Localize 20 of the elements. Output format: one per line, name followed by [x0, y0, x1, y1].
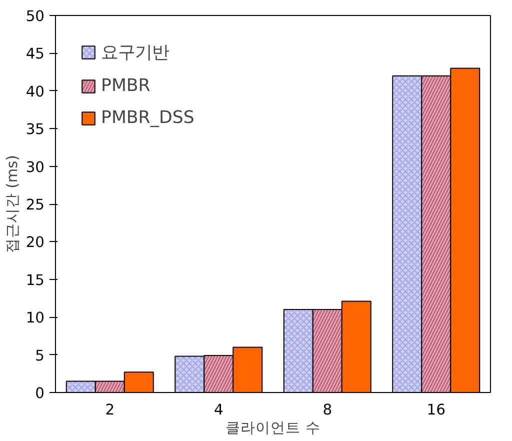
y-tick-label: 20	[26, 234, 45, 252]
x-tick-label: 8	[322, 402, 332, 418]
y-tick-label: 45	[26, 46, 45, 63]
y-axis-title: 접근시간 (ms)	[4, 154, 21, 254]
legend-label: 요구기반	[101, 42, 169, 64]
x-tick-label: 16	[426, 402, 446, 418]
y-tick-label: 50	[26, 8, 45, 25]
x-axis-title: 클라이언트 수	[226, 420, 320, 436]
legend-label: PMBR_DSS	[101, 108, 194, 128]
y-tick-label: 10	[26, 310, 45, 327]
legend-label: PMBR	[101, 76, 150, 96]
y-tick-label: 15	[26, 272, 45, 289]
y-tick-label: 35	[26, 121, 45, 138]
x-tick-label: 2	[105, 402, 115, 418]
y-tick-label: 0	[35, 385, 45, 402]
y-tick-label: 30	[26, 158, 45, 176]
x-tick-label: 4	[214, 402, 224, 418]
y-tick-label: 5	[35, 347, 45, 364]
y-tick-label: 25	[26, 196, 45, 214]
y-tick-label: 40	[26, 83, 45, 100]
